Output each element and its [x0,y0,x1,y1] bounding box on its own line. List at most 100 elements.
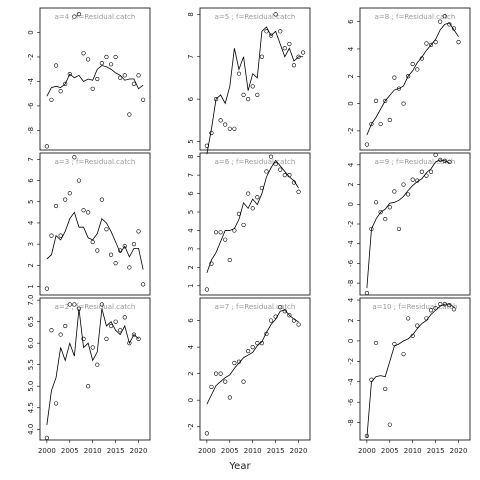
data-point [108,252,114,257]
data-point [282,309,287,314]
data-point [218,371,223,376]
y-tick-label: 1 [187,284,195,288]
y-tick-label: 2 [347,182,355,186]
y-tick-label: 0 [187,398,195,402]
x-tick-label: 2015 [267,447,285,455]
data-point [72,14,77,19]
y-tick-label: 4 [347,46,355,51]
data-point [136,73,141,78]
y-tick-label: 0 [347,202,355,206]
y-tick-label: 4 [27,220,35,225]
data-point [364,290,369,296]
y-tick-label: -6 [27,102,35,110]
fit-line [46,211,144,270]
data-point [392,75,397,80]
data-point [264,169,269,174]
data-point [378,210,383,215]
data-point [122,73,127,78]
fit-line [366,22,459,136]
y-tick-label: 6 [187,96,195,101]
y-tick-label: 6 [187,318,195,323]
panel-frame [199,7,311,151]
x-tick-label: 2000 [358,447,376,455]
data-point [113,54,118,60]
data-point [428,169,434,174]
data-point [401,182,406,187]
data-point [232,126,237,131]
y-tick-label: 2 [347,318,355,322]
data-point [410,61,415,67]
data-point [428,42,434,47]
y-tick-label: 6 [187,191,195,196]
panel-title: a=8 ; f=Residual.catch [375,13,456,21]
y-tick-label: -2 [347,127,355,134]
data-point [81,51,86,56]
panel-frame [199,152,311,296]
panel-frame [39,152,151,296]
data-point [90,239,95,245]
data-point [81,208,86,213]
data-point [113,261,118,266]
data-point [236,71,242,76]
panel-frame [39,297,151,441]
panel-frame [359,152,471,296]
data-point [72,155,77,160]
fit-line [46,65,144,97]
data-point [218,230,223,235]
fit-line [206,26,304,155]
data-point [131,242,137,247]
y-tick-label: -8 [27,127,35,134]
data-point [131,81,137,86]
y-tick-label: 6.5 [27,316,35,327]
y-tick-label: 0 [347,339,355,343]
data-point [141,282,146,287]
y-tick-label: 2 [347,74,355,78]
data-point [58,89,63,94]
data-point [204,431,209,436]
data-point [456,40,461,45]
x-tick-label: 2020 [130,447,148,455]
data-point [387,117,392,123]
fit-line [206,159,299,274]
y-tick-label: -6 [347,259,355,267]
x-tick-label: 2000 [198,447,216,455]
data-point [387,205,392,210]
data-point [223,379,228,384]
data-point [99,197,104,202]
data-point [72,302,77,307]
data-point [53,63,59,68]
data-point [287,41,292,47]
data-point [95,248,100,253]
data-point [49,328,54,333]
data-point [204,287,209,292]
x-tick-label: 2020 [450,447,468,455]
data-point [264,29,269,34]
data-point [86,384,91,389]
data-point [406,74,411,79]
panel-title: a=4 ; f=Residual.catch [55,13,136,21]
x-tick-label: 2010 [84,447,102,455]
y-tick-label: 4 [187,344,195,349]
y-tick-label: 4.0 [27,424,35,435]
y-tick-label: 5 [187,139,195,143]
data-point [433,152,438,158]
data-point [44,286,49,291]
data-point [209,130,214,136]
data-point [373,200,379,205]
panel-title: a=9 ; f=Residual.catch [375,158,456,166]
panel-title: a=7 ; f=Residual.catch [215,303,296,311]
data-point [90,86,95,91]
panel-frame [39,7,151,151]
data-point [259,54,264,59]
data-point [104,227,109,232]
panel-title: a=5 ; f=Residual.catch [215,13,296,21]
fit-line [366,159,450,289]
data-point [227,126,232,131]
y-tick-label: 6 [347,19,355,24]
y-tick-label: 2 [27,263,35,267]
x-tick-label: 2010 [404,447,422,455]
data-point [378,121,383,127]
data-point [44,144,49,149]
data-point [99,60,104,66]
